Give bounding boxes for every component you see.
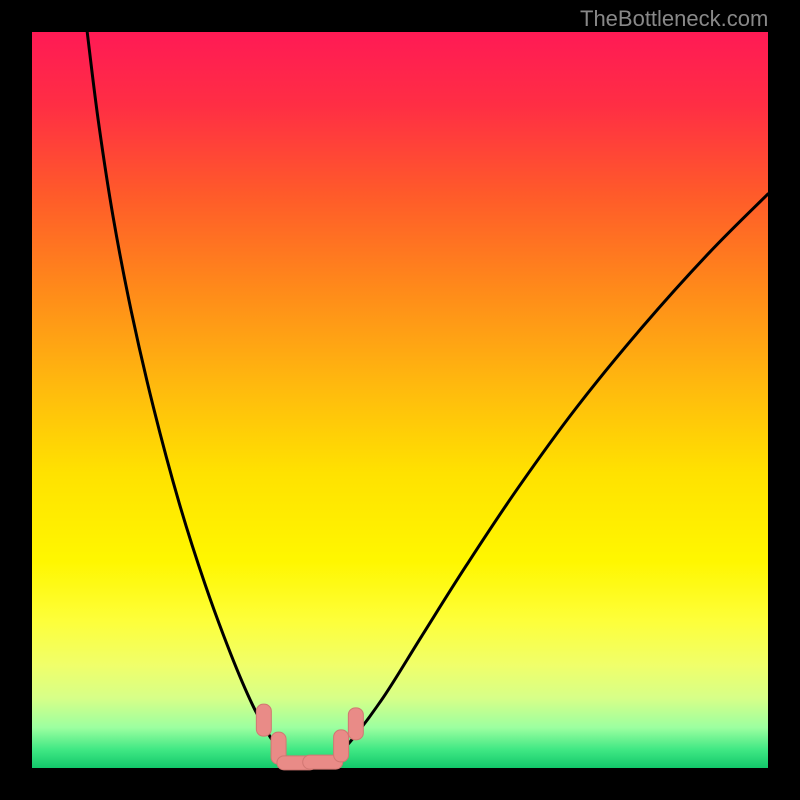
curve-svg xyxy=(0,0,800,800)
curve-marker xyxy=(256,704,271,736)
curve-marker xyxy=(334,730,349,762)
curve-marker xyxy=(348,708,363,740)
bottleneck-curve xyxy=(87,32,768,765)
